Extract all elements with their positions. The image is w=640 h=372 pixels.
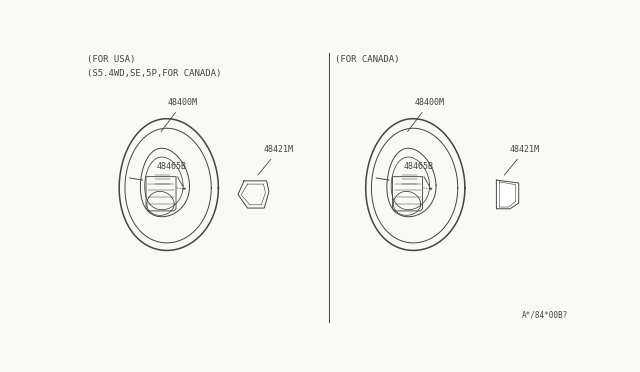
Text: 48400M: 48400M <box>408 99 444 132</box>
Text: (S5.4WD,SE,5P,FOR CANADA): (S5.4WD,SE,5P,FOR CANADA) <box>88 69 222 78</box>
Text: 48421M: 48421M <box>504 145 540 175</box>
Text: A*/84*00B?: A*/84*00B? <box>522 311 568 320</box>
Text: (FOR USA): (FOR USA) <box>88 55 136 64</box>
Text: 48465B: 48465B <box>403 163 433 186</box>
Text: (FOR CANADA): (FOR CANADA) <box>335 55 400 64</box>
Text: 48465B: 48465B <box>157 163 187 186</box>
Text: 48400M: 48400M <box>161 99 198 132</box>
Polygon shape <box>497 180 518 209</box>
Text: 48421M: 48421M <box>258 145 294 175</box>
